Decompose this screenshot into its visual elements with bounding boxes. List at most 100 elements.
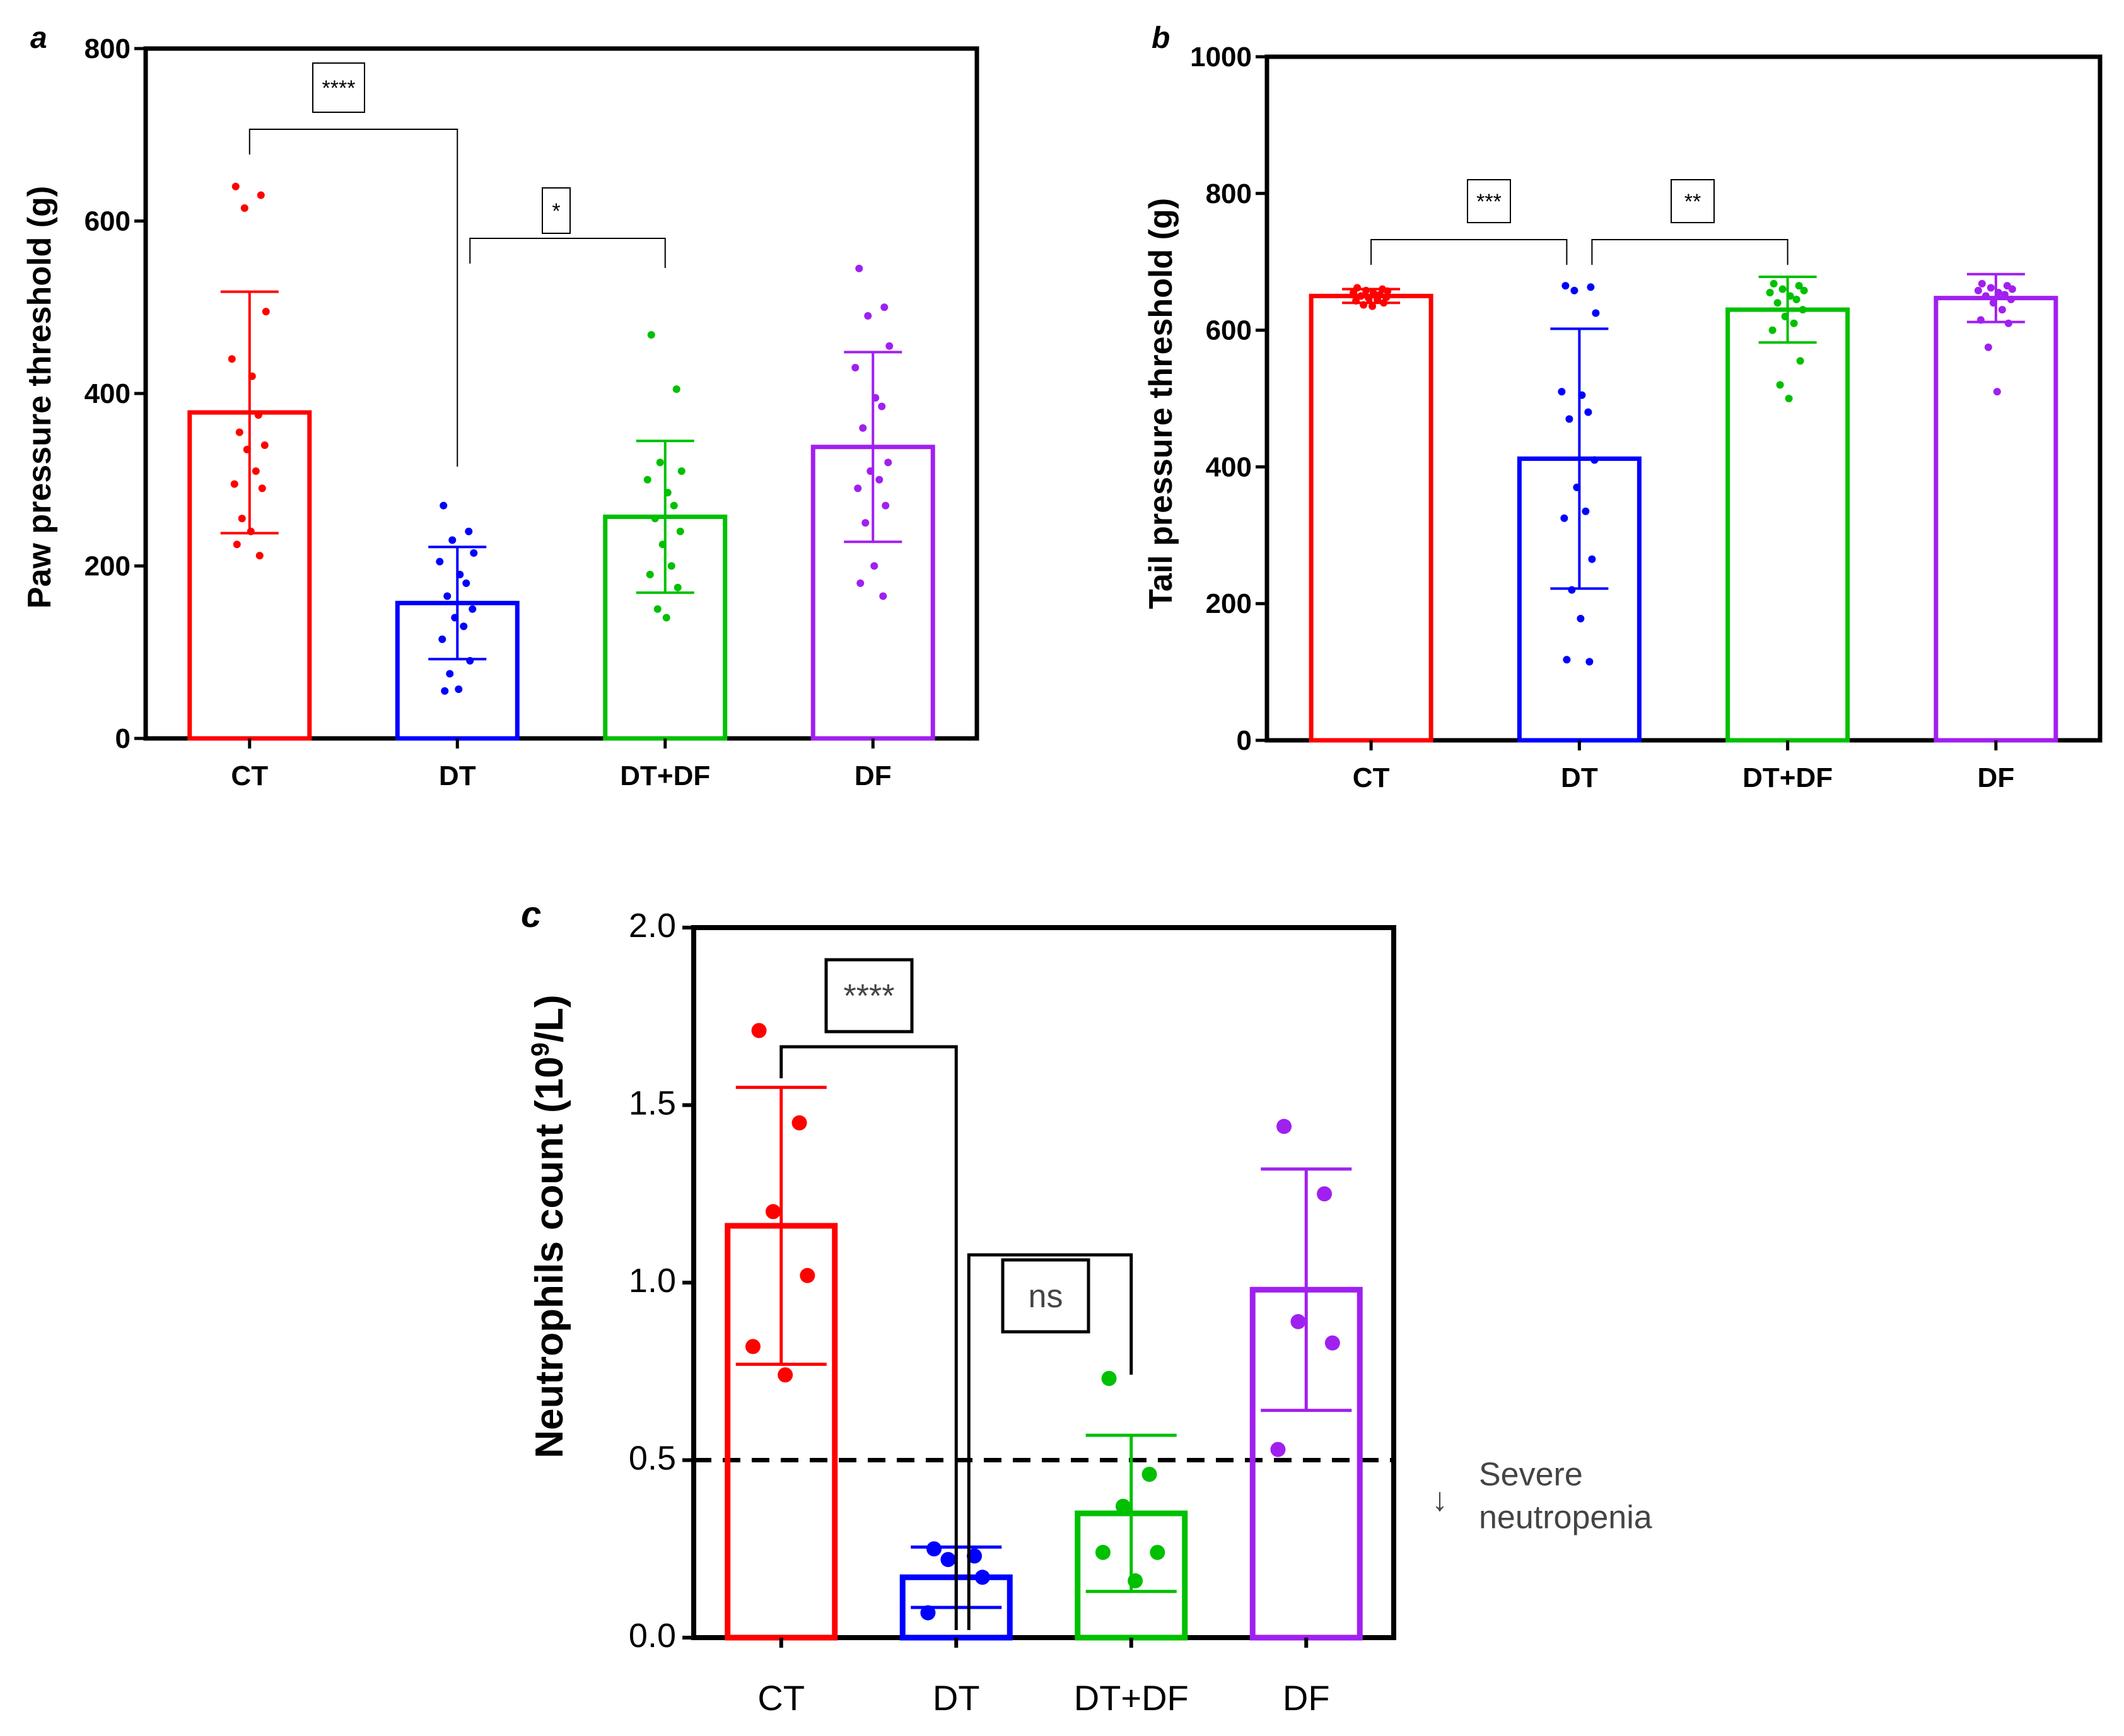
- panel-a-data-point: [455, 685, 463, 694]
- panel-c-significance-label: ns: [1029, 1278, 1063, 1315]
- panel-a-significance-label: *: [552, 199, 560, 223]
- panel-b-data-point: [1993, 388, 2001, 396]
- panel-b-data-point: [1374, 295, 1382, 303]
- panel-c-data-point: [940, 1552, 956, 1568]
- panel-a-data-point: [885, 342, 894, 350]
- panel-b-data-point: [1365, 294, 1373, 302]
- panel-b-data-point: [1974, 286, 1982, 294]
- panel-b-data-point: [1790, 319, 1798, 327]
- panel-b-data-point: [1578, 391, 1586, 399]
- panel-c-data-point: [800, 1267, 815, 1283]
- panel-a-category-label: DF: [855, 760, 892, 791]
- panel-a-data-point: [855, 264, 863, 272]
- panel-c-category-label: DT: [933, 1678, 980, 1718]
- panel-c-y-axis-label: Neutrophils count (109/L): [527, 994, 571, 1458]
- panel-a-data-point: [254, 411, 262, 419]
- panel-b-bar-ct: [1309, 293, 1433, 743]
- panel-b-y-tick-label: 200: [1206, 588, 1252, 619]
- panel-b-data-point: [1563, 656, 1571, 664]
- panel-a-y-tick-label: 400: [85, 378, 131, 409]
- panel-b-bar-df: [1934, 296, 2058, 743]
- panel-b-data-point: [2007, 295, 2015, 303]
- panel-b-category-label: CT: [1353, 762, 1390, 793]
- panel-a-data-point: [469, 605, 477, 613]
- panel-c-category-label: DF: [1283, 1678, 1330, 1718]
- panel-c-data-point: [1270, 1442, 1286, 1457]
- panel-b-significance-box: [1467, 179, 1511, 223]
- panel-a-data-point: [663, 489, 672, 497]
- panel-b-data-point: [1352, 296, 1360, 305]
- panel-a-data-point: [643, 475, 651, 484]
- panel-c-data-point: [1101, 1371, 1117, 1387]
- panel-b-y-axis-label: Tail pressure threshold (g): [1143, 198, 1179, 609]
- panel-b-data-point: [1592, 309, 1600, 317]
- panel-a-y-tick-label: 0: [115, 723, 131, 754]
- panel-b-data-point: [1781, 312, 1789, 320]
- panel-b-y-tick-label: 800: [1206, 178, 1252, 209]
- panel-b-data-point: [1577, 615, 1585, 623]
- panel-a-data-point: [672, 385, 680, 393]
- panel-c-significance-bracket: [779, 1045, 958, 1630]
- panel-b-data-point: [1590, 456, 1599, 464]
- panel-b-data-point: [1584, 408, 1592, 416]
- panel-a-data-point: [257, 191, 265, 199]
- panel-c-data-point: [751, 1023, 767, 1039]
- panel-a-category-label: DT+DF: [620, 760, 710, 791]
- panel-c-label: c: [521, 894, 541, 935]
- panel-b-y-tick-label: 0: [1237, 725, 1252, 756]
- panel-c-significance-box: [824, 958, 914, 1034]
- panel-a-category-label: CT: [231, 760, 268, 791]
- panel-a-chart: a Paw pressure threshold (g) 0 200 400 600 8…: [21, 21, 979, 791]
- panel-c-data-point: [920, 1605, 936, 1621]
- panel-b-data-point: [1981, 292, 1990, 300]
- panel-b-significance-label: ***: [1476, 190, 1502, 214]
- panel-b-data-point: [1587, 283, 1595, 291]
- panel-b-data-point: [1350, 288, 1358, 296]
- panel-b-data-point: [1998, 306, 2006, 314]
- panel-c-data-point: [1324, 1335, 1340, 1351]
- panel-a-data-point: [851, 363, 860, 371]
- panel-a-data-point: [252, 467, 260, 475]
- panel-a-data-point: [882, 501, 890, 510]
- panel-a-data-point: [462, 579, 470, 587]
- panel-a-significance-bracket: [248, 129, 458, 467]
- panel-b-data-point: [1978, 279, 1986, 288]
- panel-a-data-point: [878, 402, 886, 411]
- panel-b-data-point: [1558, 388, 1566, 396]
- panel-b-significance-bracket: [1591, 239, 1788, 265]
- panel-b-y-tick-label: 1000: [1190, 42, 1252, 73]
- panel-a-data-point: [856, 579, 865, 587]
- panel-b-data-point: [1573, 483, 1581, 491]
- panel-c-y-tick-label: 1.5: [629, 1085, 676, 1122]
- panel-b-data-point: [1994, 288, 2002, 296]
- panel-b-data-point: [1776, 381, 1784, 389]
- panel-b-y-tick-label: 600: [1206, 315, 1252, 346]
- panel-a-data-point: [867, 467, 875, 475]
- panel-a-data-point: [859, 424, 867, 432]
- panel-b-data-point: [1799, 306, 1807, 314]
- panel-a-significance-bracket: [469, 238, 666, 268]
- panel-c-data-point: [1150, 1544, 1165, 1560]
- panel-b-data-point: [1778, 285, 1787, 293]
- panel-b-significance-label: **: [1684, 190, 1701, 214]
- panel-c-y-tick-label: 0.0: [629, 1617, 676, 1655]
- panel-c-data-point: [1095, 1544, 1111, 1560]
- panel-b-data-point: [1370, 289, 1378, 298]
- panel-a-data-point: [248, 372, 256, 380]
- panel-a-data-point: [870, 562, 878, 570]
- panel-b-data-point: [1795, 282, 1803, 290]
- panel-a-data-point: [262, 308, 270, 316]
- panel-a-significance-box: [542, 187, 571, 234]
- panel-a-data-point: [875, 475, 884, 484]
- panel-a-data-point: [879, 592, 887, 600]
- panel-a-y-tick-label: 800: [85, 33, 131, 64]
- panel-a-data-point: [662, 614, 670, 622]
- panel-c-y-axis-label-main: Neutrophils count (10: [528, 1056, 571, 1458]
- panel-b-data-point: [1588, 555, 1596, 563]
- panel-a-data-point: [676, 527, 684, 535]
- panel-a-y-tick-label: 200: [85, 551, 131, 582]
- panel-a-data-point: [667, 562, 675, 570]
- panel-c-category-label: DT+DF: [1074, 1678, 1189, 1718]
- panel-b-data-point: [1380, 299, 1388, 307]
- panel-a-data-point: [255, 552, 264, 560]
